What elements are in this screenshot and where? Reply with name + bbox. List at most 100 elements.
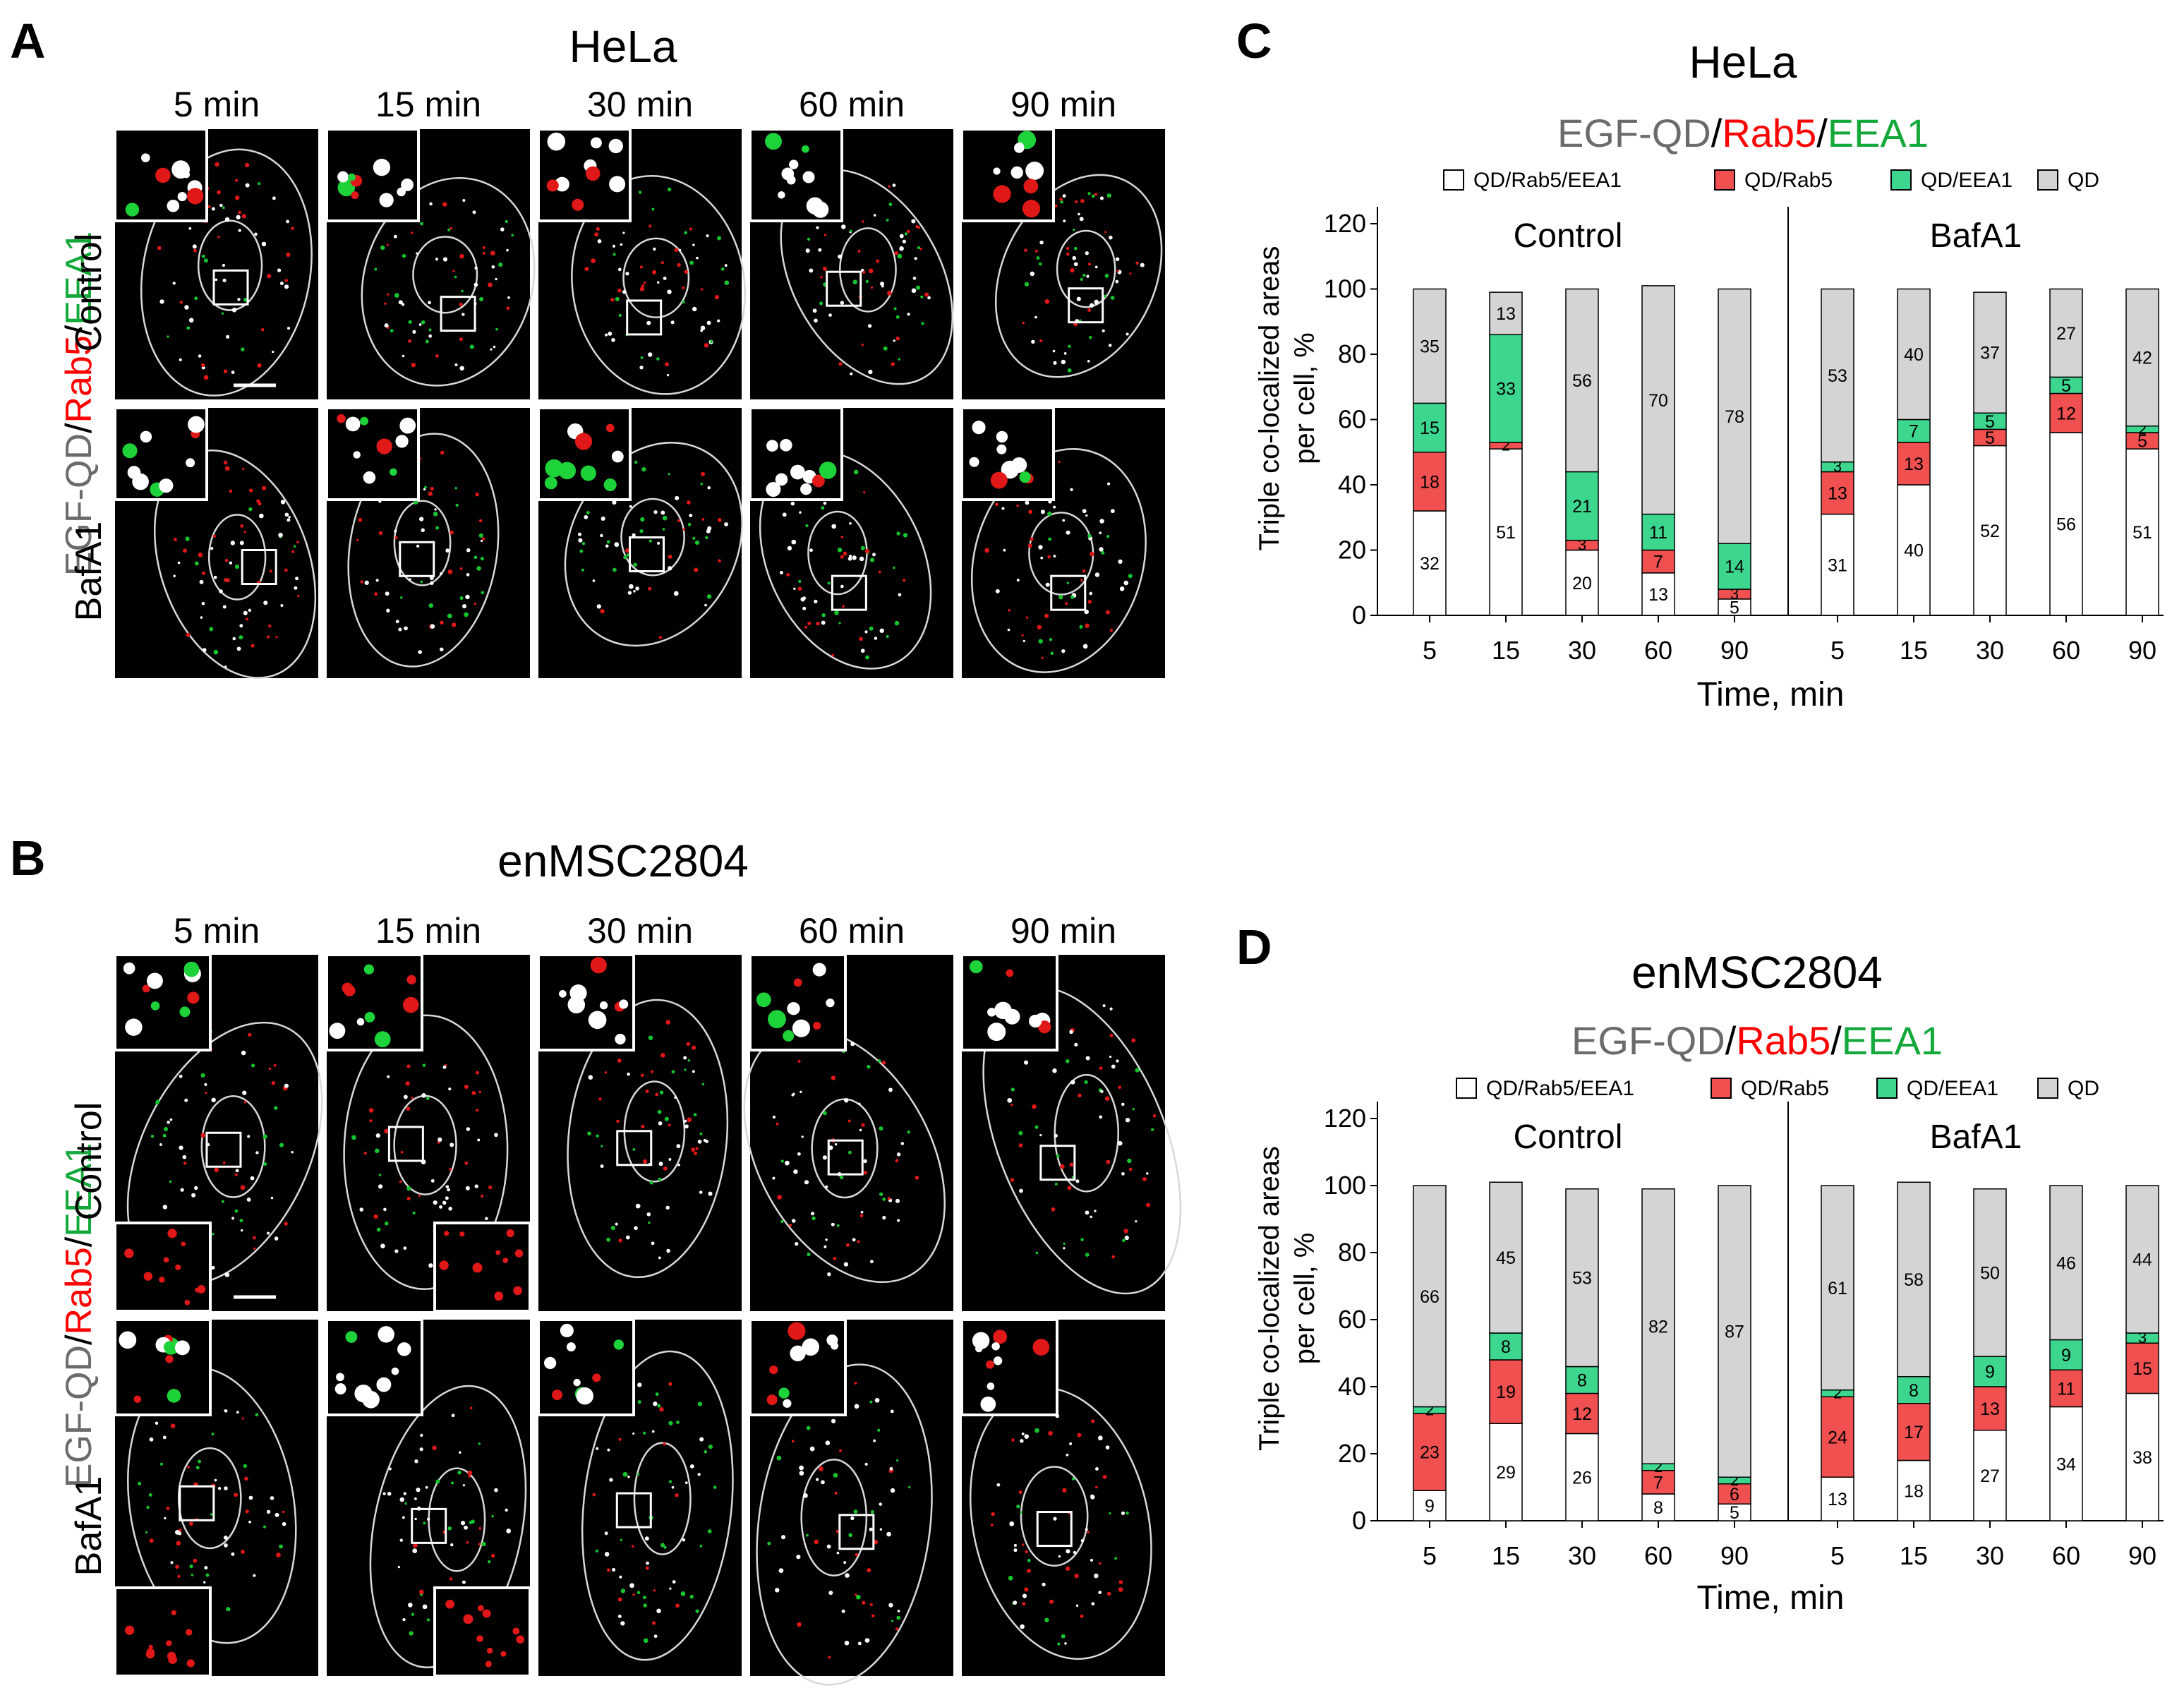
- vesicle-dot: [635, 1203, 641, 1209]
- vesicle-dot: [506, 306, 510, 311]
- vesicle-dot: [1060, 200, 1063, 204]
- vesicle-dot: [183, 548, 187, 553]
- vesicle-dot: [897, 253, 903, 259]
- vesicle-dot: [398, 627, 402, 632]
- vesicle-dot: [1021, 634, 1024, 637]
- vesicle-dot: [1075, 200, 1078, 203]
- roi-box: [826, 270, 862, 307]
- x-tick-label: 60: [2052, 636, 2080, 665]
- bar-segment-qd: [2049, 1185, 2083, 1341]
- vesicle-dot: [416, 544, 420, 548]
- vesicle-dot: [1125, 1117, 1130, 1123]
- vesicle-dot: [466, 573, 470, 577]
- data-label: 44: [2132, 1250, 2152, 1270]
- vesicle-dot: [481, 537, 485, 541]
- vesicle-dot: [411, 1096, 414, 1099]
- vesicle-dot: [201, 254, 205, 258]
- vesicle-dot: [236, 215, 241, 219]
- data-label: 53: [1828, 366, 1847, 386]
- vesicle-dot: [605, 333, 608, 337]
- vesicle-dot: [167, 335, 169, 338]
- vesicle-dot: [477, 1138, 481, 1142]
- vesicle-dot: [689, 227, 693, 231]
- vesicle-dot: [660, 261, 664, 265]
- vesicle-dot: [879, 1528, 883, 1531]
- vesicle-dot: [849, 522, 852, 525]
- data-label: 8: [1577, 1371, 1587, 1391]
- vesicle-dot: [475, 493, 479, 497]
- vesicle-dot: [704, 603, 707, 607]
- vesicle-dot: [638, 191, 642, 194]
- vesicle-dot: [1053, 505, 1056, 509]
- micrograph-tile: [325, 406, 530, 678]
- vesicle-dot: [1021, 1432, 1025, 1435]
- vesicle-dot: [222, 1161, 226, 1164]
- nucleus-outline: [197, 219, 263, 311]
- vesicle-dot: [421, 528, 425, 532]
- vesicle-dot: [797, 1059, 801, 1063]
- vesicle-dot: [632, 533, 636, 537]
- vesicle-dot: [473, 282, 478, 287]
- vesicle-dot: [398, 300, 403, 305]
- vesicle-dot: [1122, 1238, 1126, 1243]
- inset-vesicle: [373, 158, 391, 176]
- vesicle-dot: [780, 1159, 784, 1163]
- inset-vesicle: [573, 1378, 581, 1387]
- stain-label-eea1: EEA1: [59, 231, 99, 325]
- bar-segment-qd: [1565, 1188, 1599, 1368]
- vesicle-dot: [234, 1173, 238, 1176]
- inset-vesicle: [778, 191, 785, 199]
- vesicle-dot: [1082, 273, 1086, 277]
- vesicle-dot: [604, 1552, 610, 1557]
- vesicle-dot: [209, 627, 214, 632]
- vesicle-dot: [601, 1145, 603, 1147]
- vesicle-dot: [203, 375, 209, 380]
- vesicle-dot: [927, 296, 931, 300]
- data-label: 40: [1904, 345, 1924, 365]
- vesicle-dot: [656, 1608, 661, 1614]
- vesicle-dot: [1018, 1131, 1023, 1135]
- vesicle-dot: [1142, 1176, 1147, 1181]
- vesicle-dot: [819, 1466, 823, 1471]
- data-label: 13: [1904, 454, 1924, 474]
- vesicle-dot: [460, 1521, 466, 1526]
- data-label: 11: [1649, 523, 1667, 543]
- vesicle-dot: [675, 1603, 680, 1608]
- vesicle-dot: [270, 1196, 274, 1200]
- inset-vesicle: [972, 1332, 990, 1349]
- vesicle-dot: [668, 1123, 671, 1127]
- vesicle-dot: [684, 1119, 687, 1123]
- vesicle-dot: [506, 1529, 512, 1533]
- x-tick-label: 60: [1644, 1541, 1672, 1570]
- vesicle-dot: [1095, 1467, 1099, 1471]
- vesicle-dot: [450, 1143, 454, 1147]
- vesicle-dot: [655, 1392, 659, 1397]
- vesicle-dot: [1080, 1614, 1084, 1618]
- vesicle-dot: [490, 348, 493, 351]
- vesicle-dot: [1111, 1064, 1116, 1069]
- vesicle-dot: [184, 1098, 188, 1102]
- inset-vesicle: [143, 1272, 153, 1281]
- vesicle-dot: [873, 214, 876, 217]
- vesicle-dot: [611, 338, 615, 342]
- vesicle-dot: [1117, 1140, 1123, 1146]
- vesicle-dot: [1107, 482, 1111, 486]
- vesicle-dot: [606, 1568, 610, 1572]
- vesicle-dot: [294, 545, 296, 548]
- x-tick-label: 90: [1720, 636, 1749, 665]
- inset-vesicle: [789, 159, 799, 169]
- vesicle-dot: [1025, 500, 1030, 505]
- chart-title: HeLa: [1689, 37, 1797, 88]
- vesicle-dot: [620, 243, 623, 246]
- nucleus-outline: [177, 1447, 242, 1550]
- inset-vesicle: [806, 197, 824, 215]
- vesicle-dot: [911, 288, 917, 294]
- data-label: 51: [1496, 523, 1516, 543]
- inset-vesicle: [159, 478, 174, 493]
- vesicle-dot: [627, 1072, 630, 1076]
- vesicle-dot: [896, 1152, 901, 1157]
- vesicle-dot: [791, 1219, 796, 1223]
- vesicle-dot: [428, 334, 433, 338]
- vesicle-dot: [408, 1603, 413, 1608]
- vesicle-dot: [1031, 339, 1035, 344]
